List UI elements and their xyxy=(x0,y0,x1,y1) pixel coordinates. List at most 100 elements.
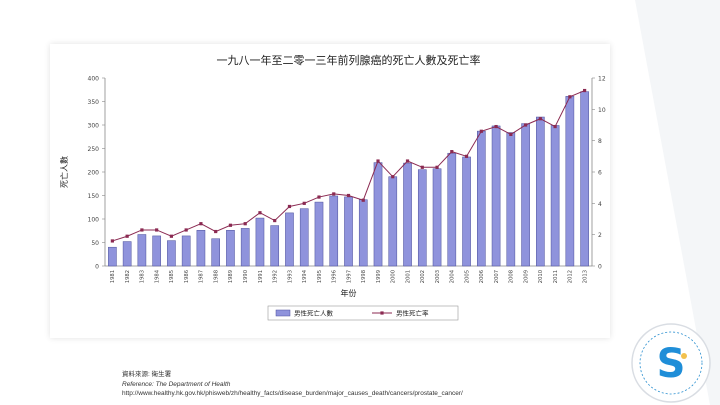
x-tick-label: 1981 xyxy=(110,270,116,283)
x-tick-label: 1993 xyxy=(287,270,293,283)
rate-point-2009 xyxy=(523,123,528,127)
bar-1987 xyxy=(196,230,206,267)
bar-1998 xyxy=(358,199,368,267)
y-tick-label: 50 xyxy=(91,240,99,247)
x-tick-label: 1987 xyxy=(199,270,205,283)
x-tick-label: 2008 xyxy=(509,270,515,283)
rate-point-1983 xyxy=(140,228,144,232)
x-tick-label: 1999 xyxy=(376,270,382,283)
rate-point-1999 xyxy=(376,159,380,163)
rate-point-2007 xyxy=(494,124,498,129)
bar-1990 xyxy=(240,228,250,267)
rate-point-1981 xyxy=(110,239,114,243)
y-tick-label: 350 xyxy=(88,99,100,106)
x-tick-label: 1990 xyxy=(243,270,249,283)
rate-point-2011 xyxy=(553,124,557,129)
bar-2013 xyxy=(580,91,589,267)
x-tick-label: 2001 xyxy=(405,270,411,283)
bar-2000 xyxy=(388,176,398,267)
x-tick-label: 2004 xyxy=(450,269,456,283)
svg-text:S: S xyxy=(657,341,686,387)
rate-point-1996 xyxy=(332,192,336,196)
bar-2011 xyxy=(550,125,560,267)
x-tick-label: 1997 xyxy=(346,270,352,283)
bar-1984 xyxy=(152,235,161,267)
chart-title: 一九八一年至二零一三年前列腺癌的死亡人數及死亡率 xyxy=(217,53,481,67)
bar-2001 xyxy=(403,162,412,267)
y-tick-label: 400 xyxy=(88,76,100,83)
legend-box xyxy=(267,305,459,321)
legend-line-marker xyxy=(380,311,384,315)
source-credit: 資料來源: 衛生署 Reference: The Department of H… xyxy=(122,370,463,399)
rate-point-1994 xyxy=(302,201,306,205)
y2-tick-label: 4 xyxy=(598,201,602,208)
x-tick-label: 1996 xyxy=(332,270,338,283)
bar-2012 xyxy=(565,96,575,267)
x-tick-label: 1989 xyxy=(228,270,234,283)
y-tick-label: 250 xyxy=(88,146,100,153)
x-tick-label: 2012 xyxy=(568,270,574,283)
x-tick-label: 1983 xyxy=(140,270,146,283)
rate-point-1987 xyxy=(199,222,203,226)
source-en: Reference: The Department of Health xyxy=(122,380,231,388)
x-axis-label: 年份 xyxy=(341,288,357,298)
bar-1986 xyxy=(181,235,191,267)
rate-point-1997 xyxy=(346,193,351,198)
bar-2010 xyxy=(536,116,545,267)
bar-1988 xyxy=(211,238,220,267)
legend-bar-label: 男性死亡人數 xyxy=(294,309,334,318)
rate-point-1982 xyxy=(125,234,129,238)
bar-1989 xyxy=(226,230,235,267)
y-tick-label: 100 xyxy=(88,217,100,224)
rate-point-2005 xyxy=(464,154,469,158)
bar-1997 xyxy=(344,196,353,267)
bar-1992 xyxy=(270,225,280,267)
rate-point-1990 xyxy=(243,222,247,226)
y-axis-label: 死亡人數 xyxy=(59,156,69,188)
rate-point-2001 xyxy=(405,159,410,163)
bar-1991 xyxy=(255,217,265,267)
x-tick-label: 2011 xyxy=(553,270,559,283)
rate-point-2003 xyxy=(435,165,439,169)
rate-point-2008 xyxy=(509,132,513,136)
x-tick-label: 1995 xyxy=(317,270,323,283)
x-tick-label: 2005 xyxy=(464,270,470,283)
x-tick-label: 1992 xyxy=(273,270,279,283)
bar-2007 xyxy=(491,125,501,267)
legend-bar-swatch xyxy=(275,309,291,317)
bar-1995 xyxy=(314,201,324,267)
bar-2009 xyxy=(521,123,530,267)
bar-1985 xyxy=(167,240,176,267)
source-url-link[interactable]: http://www.healthy.hk.gov.hk/phisweb/zh/… xyxy=(122,390,463,397)
x-tick-label: 2002 xyxy=(420,270,426,283)
rate-point-2000 xyxy=(391,175,395,179)
source-zh: 資料來源: 衛生署 xyxy=(122,371,172,378)
bar-2003 xyxy=(432,168,442,267)
legend-line-label: 男性死亡率 xyxy=(396,309,429,318)
bar-2005 xyxy=(462,156,471,267)
bar-1993 xyxy=(285,212,294,267)
rate-point-2002 xyxy=(420,165,424,169)
rate-point-1998 xyxy=(361,198,365,202)
x-tick-label: 1988 xyxy=(213,270,219,283)
bar-1982 xyxy=(122,241,132,267)
y-tick-label: 300 xyxy=(88,123,100,130)
x-tick-label: 2006 xyxy=(479,270,485,283)
rate-point-1985 xyxy=(169,234,174,238)
x-tick-label: 2010 xyxy=(538,270,544,283)
bar-2002 xyxy=(417,169,427,267)
x-tick-label: 2003 xyxy=(435,270,441,283)
x-tick-label: 2013 xyxy=(582,270,588,283)
x-tick-label: 1982 xyxy=(125,270,131,283)
rate-point-1984 xyxy=(155,228,159,232)
rate-point-1992 xyxy=(273,218,277,223)
bar-1996 xyxy=(329,195,339,267)
rate-point-1986 xyxy=(184,228,188,232)
rate-point-1991 xyxy=(258,211,262,215)
rate-point-2006 xyxy=(479,129,483,133)
rate-point-2004 xyxy=(450,150,454,154)
x-tick-label: 1985 xyxy=(169,270,175,283)
bar-1983 xyxy=(137,234,147,267)
prostate-cancer-deaths-chart: 一九八一年至二零一三年前列腺癌的死亡人數及死亡率 050100150200250… xyxy=(59,53,606,321)
x-tick-label: 2000 xyxy=(391,270,397,283)
